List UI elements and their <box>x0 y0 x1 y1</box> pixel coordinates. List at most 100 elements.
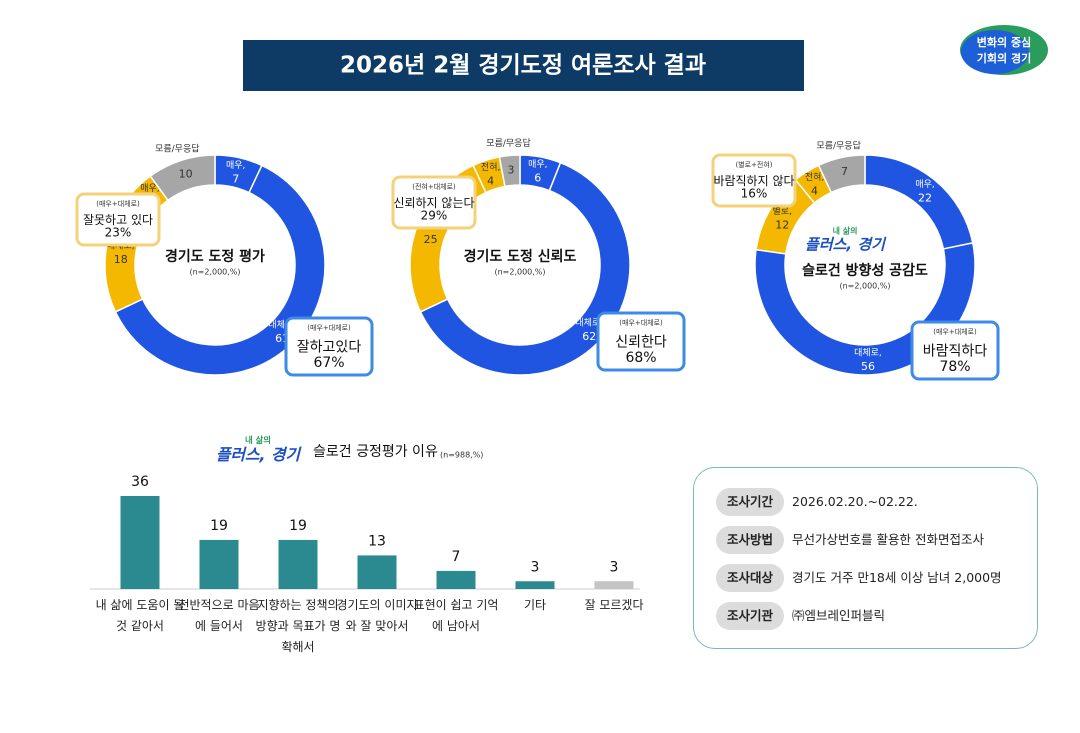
x-tick-label: 내 삶에 도움이 될 것 같아서 <box>95 598 185 633</box>
info-value: ㈜엠브레인퍼블릭 <box>792 608 886 623</box>
bar <box>199 539 239 589</box>
segment-value: 22 <box>918 191 932 204</box>
x-tick-label: 기타 <box>523 598 547 612</box>
segment-value: 62 <box>582 330 596 343</box>
callout-note: (전혀+대체로) <box>412 182 456 191</box>
donut-title: 슬로건 방향성 공감도 <box>802 262 928 279</box>
segment-value: 56 <box>861 360 875 373</box>
x-tick-label: 지향하는 정책의 방향과 목표가 명확해서 <box>255 598 341 654</box>
callout-value: 16% <box>741 187 768 201</box>
callout-value: 29% <box>421 209 448 223</box>
callout-note: (매우+대체로) <box>619 319 663 327</box>
info-value: 경기도 거주 만18세 이상 남녀 2,000명 <box>792 570 1002 585</box>
chart-subtitle: (n=988,%) <box>440 451 483 460</box>
segment-value: 25 <box>424 233 438 246</box>
logo-text: 플러스, 경기 <box>216 445 302 464</box>
segment-value: 4 <box>487 175 494 188</box>
bar-value: 13 <box>368 533 386 549</box>
callout-label: 잘하고있다 <box>297 340 362 356</box>
logo-text: 내 삶의 <box>245 435 271 445</box>
callout-box <box>284 316 374 377</box>
bar-value: 3 <box>531 559 540 575</box>
logo-text: 기회의 경기 <box>977 51 1031 65</box>
info-key: 조사기간 <box>716 488 784 516</box>
logo-bg <box>961 30 1029 74</box>
info-key: 조사기관 <box>716 602 784 630</box>
segment-value: 7 <box>841 165 848 178</box>
callout-label: 바람직하다 <box>923 344 988 360</box>
bar-value: 19 <box>210 518 228 534</box>
info-value: 2026.02.20.~02.22. <box>792 494 918 509</box>
segment-value: 6 <box>534 172 541 185</box>
donut-title: 경기도 도정 평가 <box>165 248 265 265</box>
donut-subtitle: (n=2,000,%) <box>839 282 890 291</box>
callout-note: (별로+전혀) <box>735 160 772 169</box>
chart-title: 슬로건 긍정평가 이유 <box>313 444 438 460</box>
bar-value: 7 <box>452 549 461 565</box>
logo-text: 플러스, 경기 <box>805 236 887 254</box>
donut-segment <box>817 154 866 194</box>
x-tick-label: 전반적으로 마음에 들어서 <box>178 598 260 633</box>
donut-subtitle: (n=2,000,%) <box>189 268 240 277</box>
donut-segment <box>498 154 521 188</box>
info-key: 조사방법 <box>716 526 784 554</box>
callout-box <box>910 320 1000 381</box>
segment-name: 대체로, <box>575 318 603 329</box>
callout-label: 신뢰하지 않는다 <box>393 196 474 210</box>
segment-value: 12 <box>775 218 789 231</box>
info-value: 무선가상번호를 활용한 전화면접조사 <box>792 532 984 547</box>
donut-segment <box>419 161 631 376</box>
segment-name: 모름/무응답 <box>486 137 530 149</box>
donut-title: 경기도 도정 신뢰도 <box>464 248 577 265</box>
segment-value: 7 <box>232 172 239 185</box>
page-title: 2026년 2월 경기도정 여론조사 결과 <box>340 53 706 79</box>
bar <box>436 570 476 589</box>
segment-name: 대체로, <box>268 320 296 331</box>
segment-name: 대체로, <box>854 347 882 358</box>
info-key: 조사대상 <box>716 564 784 592</box>
segment-name: 매우, <box>915 179 934 190</box>
callout-box <box>391 175 477 230</box>
callout-value: 23% <box>105 226 132 240</box>
callout-value: 68% <box>625 350 656 366</box>
segment-name: 매우, <box>226 160 245 171</box>
callout-value: 78% <box>939 359 970 375</box>
callout-label: 잘못하고 있다 <box>83 213 153 227</box>
donut-subtitle: (n=2,000,%) <box>494 268 545 277</box>
bar <box>357 555 397 589</box>
bar-value: 19 <box>289 518 307 534</box>
segment-value: 4 <box>811 185 818 198</box>
x-tick-label: 잘 모르겠다 <box>584 598 644 612</box>
segment-name: 전혀, <box>481 162 500 173</box>
callout-box <box>596 311 686 372</box>
callout-note: (매우+대체로) <box>96 200 140 208</box>
segment-name: 매우, <box>140 183 159 194</box>
bar <box>594 581 634 589</box>
callout-value: 67% <box>313 355 344 371</box>
callout-note: (매우+대체로) <box>307 324 351 332</box>
callout-label: 신뢰한다 <box>615 335 667 351</box>
logo-text: 내 삶의 <box>833 226 858 236</box>
segment-name: 모름/무응답 <box>155 142 199 154</box>
segment-name: 별로, <box>773 206 792 217</box>
segment-name: 모름/무응답 <box>816 139 860 151</box>
logo-text: 변화의 중심 <box>977 35 1031 49</box>
callout-label: 바람직하지 않다 <box>713 174 794 188</box>
segment-value: 18 <box>114 253 128 266</box>
x-tick-label: 경기도의 이미지와 잘 맞아서 <box>336 598 418 633</box>
segment-value: 10 <box>179 168 193 181</box>
donut-segment <box>149 154 216 202</box>
title-bar <box>243 40 804 91</box>
callout-note: (매우+대체로) <box>933 328 977 336</box>
segment-value: 3 <box>508 163 515 176</box>
callout-box <box>75 192 161 247</box>
donut-segment <box>114 164 326 376</box>
bar <box>515 581 555 589</box>
segment-name: 전혀, <box>805 172 824 183</box>
bar <box>120 496 160 589</box>
callout-box <box>711 153 797 208</box>
bar <box>278 539 318 589</box>
segment-name: 매우, <box>528 159 547 170</box>
